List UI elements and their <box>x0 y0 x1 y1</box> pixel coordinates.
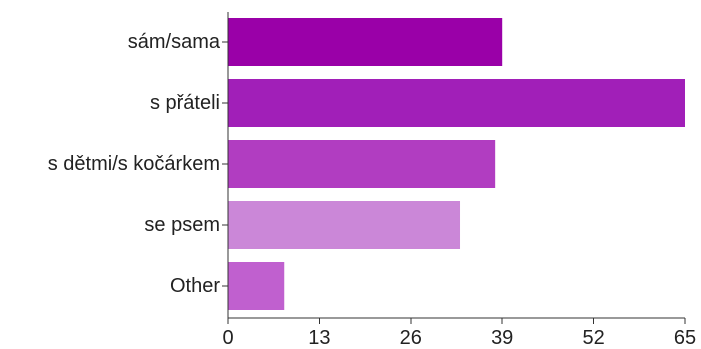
category-label-0: sám/sama <box>128 31 221 53</box>
bar-2 <box>228 140 496 188</box>
category-label-1: s přáteli <box>150 92 220 114</box>
x-tick-label-5: 65 <box>674 327 696 349</box>
x-tick-label-2: 26 <box>400 327 422 349</box>
x-ticks-group: 0 13 26 39 52 65 <box>222 318 696 349</box>
x-tick-label-1: 13 <box>308 327 330 349</box>
bar-3 <box>228 201 461 249</box>
bars-group <box>228 18 685 310</box>
category-labels-group: sám/sama s přáteli s dětmi/s kočárkem se ps… <box>48 31 228 297</box>
x-tick-label-0: 0 <box>222 327 233 349</box>
category-label-3: se psem <box>144 214 220 236</box>
category-label-2: s dětmi/s kočárkem <box>48 153 220 175</box>
axes-group <box>227 12 685 319</box>
bar-4 <box>228 262 285 310</box>
bar-1 <box>228 79 685 127</box>
category-label-4: Other <box>170 275 220 297</box>
x-tick-label-3: 39 <box>491 327 513 349</box>
x-tick-label-4: 52 <box>582 327 604 349</box>
bar-0 <box>228 18 503 66</box>
